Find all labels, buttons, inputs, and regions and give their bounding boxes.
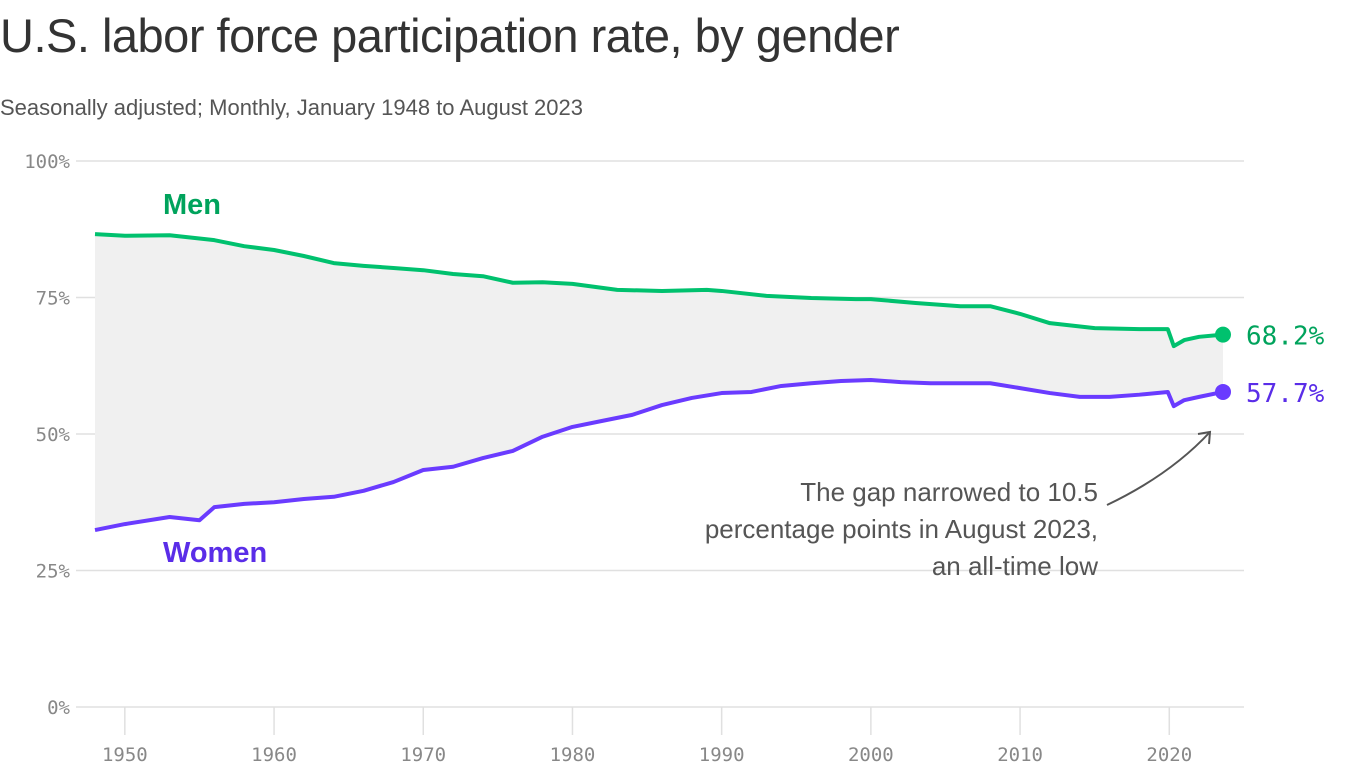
annotation: The gap narrowed to 10.5 percentage point…	[705, 430, 1212, 581]
y-tick-label: 0%	[47, 697, 70, 719]
gap-area	[95, 234, 1223, 531]
men-end-value: 68.2%	[1246, 322, 1325, 352]
x-tick-label: 1960	[251, 744, 297, 766]
y-tick-label: 100%	[24, 151, 70, 173]
arrowhead-icon	[1197, 430, 1212, 445]
annotation-line: an all-time low	[932, 551, 1098, 581]
x-tick-label: 1980	[550, 744, 596, 766]
women-end-point	[1215, 383, 1231, 400]
chart-subtitle: Seasonally adjusted; Monthly, January 19…	[0, 95, 583, 120]
x-tick-label: 1990	[699, 744, 745, 766]
x-tick-label: 2010	[997, 744, 1043, 766]
x-tick-label: 1950	[102, 744, 148, 766]
women-end-value: 57.7%	[1246, 379, 1325, 409]
men-line	[94, 232, 1224, 349]
men-end-point	[1215, 326, 1231, 343]
y-tick-label: 75%	[36, 288, 71, 310]
annotation-line: The gap narrowed to 10.5	[800, 477, 1098, 507]
y-tick-label: 25%	[36, 561, 71, 583]
women-line	[94, 377, 1224, 533]
x-tick-label: 1970	[400, 744, 446, 766]
women-series-label: Women	[163, 537, 267, 569]
annotation-arrow	[1106, 431, 1211, 506]
men-series-label: Men	[163, 189, 221, 221]
chart-title: U.S. labor force participation rate, by …	[0, 9, 900, 62]
x-tick-label: 2020	[1146, 744, 1192, 766]
x-tick-label: 2000	[848, 744, 894, 766]
annotation-line: percentage points in August 2023,	[705, 514, 1098, 544]
y-tick-label: 50%	[36, 424, 71, 446]
